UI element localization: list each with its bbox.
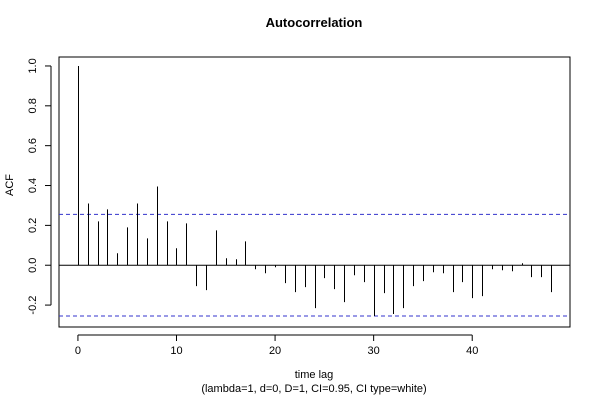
y-tick-label: -0.2 — [27, 296, 39, 315]
x-axis: 0 10 20 30 40 — [75, 334, 478, 357]
chart-subtitle: (lambda=1, d=0, D=1, CI=0.95, CI type=wh… — [201, 383, 426, 395]
chart-title: Autocorrelation — [266, 15, 363, 30]
x-tick-label: 10 — [170, 345, 182, 357]
x-tick-label: 0 — [75, 345, 81, 357]
acf-bars — [78, 65, 552, 317]
x-tick-label: 20 — [269, 345, 281, 357]
x-tick-label: 30 — [368, 345, 380, 357]
x-tick-label: 40 — [466, 345, 478, 357]
plot-frame — [58, 56, 571, 328]
confidence-interval-lines — [59, 213, 570, 317]
x-axis-label: time lag — [295, 369, 334, 381]
y-tick-label: 0.2 — [27, 218, 39, 233]
y-tick-label: 0.8 — [27, 98, 39, 113]
y-tick-label: 0.0 — [27, 258, 39, 273]
y-tick-label: 0.4 — [27, 178, 39, 193]
y-tick-label: 1.0 — [27, 58, 39, 73]
y-axis-label: ACF — [4, 174, 16, 196]
y-tick-label: 0.6 — [27, 138, 39, 153]
y-axis: -0.2 0.0 0.2 0.4 0.6 0.8 1.0 — [27, 58, 52, 315]
